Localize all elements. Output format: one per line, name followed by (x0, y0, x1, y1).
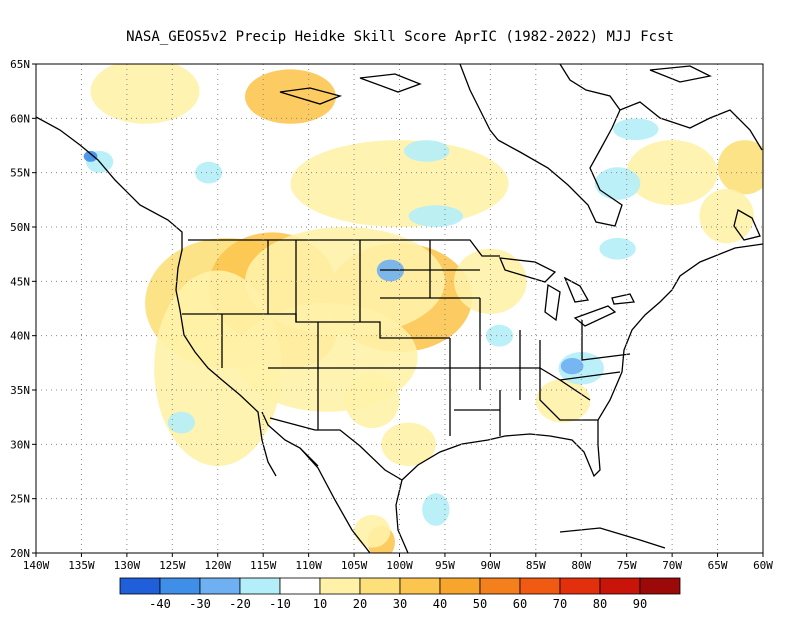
graticule (36, 64, 763, 553)
coastlines-and-borders (36, 64, 763, 553)
lon-tick-label: 60W (753, 559, 773, 572)
colorbar-label: 20 (353, 597, 367, 611)
skill-region-18 (535, 379, 591, 423)
skill-region-29 (422, 493, 450, 526)
lon-tick-label: 85W (526, 559, 546, 572)
colorbar-label: 90 (633, 597, 647, 611)
skill-region-24 (408, 205, 464, 227)
skill-region-23 (594, 167, 641, 200)
lon-tick-label: 135W (68, 559, 95, 572)
lat-tick-label: 60N (10, 112, 30, 125)
lat-tick-label: 35N (10, 384, 30, 397)
lon-tick-label: 125W (159, 559, 186, 572)
skill-region-10 (626, 140, 718, 206)
skill-region-9 (290, 140, 509, 228)
colorbar-swatch (199, 577, 241, 595)
colorbar-swatch (279, 577, 321, 595)
skill-region-31 (485, 324, 514, 347)
skill-region-25 (404, 140, 450, 162)
lat-tick-label: 40N (10, 330, 30, 343)
colorbar-swatch (319, 577, 361, 595)
lon-tick-label: 140W (23, 559, 50, 572)
colorbar-label: -40 (149, 597, 171, 611)
colorbar-swatch (639, 577, 681, 595)
colorbar-swatch (399, 577, 441, 595)
skill-region-26 (613, 118, 659, 141)
colorbar-label: -20 (229, 597, 251, 611)
lon-tick-label: 90W (480, 559, 500, 572)
lon-tick-label: 115W (250, 559, 277, 572)
lon-tick-label: 100W (386, 559, 413, 572)
lon-tick-label: 105W (341, 559, 368, 572)
colorbar-label: -30 (189, 597, 211, 611)
lat-tick-label: 30N (10, 438, 30, 451)
lat-tick-label: 20N (10, 547, 30, 560)
colorbar-label: 40 (433, 597, 447, 611)
colorbar-label: 10 (313, 597, 327, 611)
colorbar-label: -10 (269, 597, 291, 611)
lat-tick-label: 45N (10, 275, 30, 288)
lat-tick-label: 25N (10, 493, 30, 506)
colorbar-label: 60 (513, 597, 527, 611)
lon-tick-label: 130W (114, 559, 141, 572)
colorbar-swatch (519, 577, 561, 595)
skill-region-32 (195, 161, 223, 184)
skill-region-7 (245, 69, 336, 124)
colorbar-label: 80 (593, 597, 607, 611)
lon-tick-label: 120W (205, 559, 232, 572)
skill-region-22 (83, 150, 98, 162)
skill-region-17 (354, 514, 391, 548)
skill-region-14 (344, 373, 400, 429)
skill-region-15 (381, 422, 436, 467)
skill-region-20 (560, 357, 584, 375)
colorbar-swatch (599, 577, 641, 595)
skill-region-30 (167, 411, 196, 434)
colorbar-swatch (559, 577, 601, 595)
colorbar-swatch (239, 577, 281, 595)
colorbar: -40 -30 -20 -10 10 20 30 40 50 60 70 80 90 (119, 577, 681, 611)
colorbar-label: 30 (393, 597, 407, 611)
colorbar-swatch (159, 577, 201, 595)
colorbar-label: 50 (473, 597, 487, 611)
skill-region-12 (699, 188, 754, 244)
colorbar-swatch (439, 577, 481, 595)
lat-tick-label: 55N (10, 167, 30, 180)
lon-tick-label: 65W (708, 559, 728, 572)
lon-tick-label: 75W (617, 559, 637, 572)
lon-tick-label: 95W (435, 559, 455, 572)
lat-tick-label: 65N (10, 58, 30, 71)
figure-title: NASA_GEOS5v2 Precip Heidke Skill Score A… (126, 29, 674, 45)
colorbar-label: 70 (553, 597, 567, 611)
longitude-labels: 140W 135W 130W 125W 120W 115W 110W 105W 100W 95W 9… (23, 553, 773, 572)
colorbar-swatch (479, 577, 521, 595)
skill-region-27 (599, 237, 636, 260)
colorbar-swatch (359, 577, 401, 595)
colorbar-swatch (119, 577, 161, 595)
lon-tick-label: 70W (662, 559, 682, 572)
lon-tick-label: 110W (295, 559, 322, 572)
lon-tick-label: 80W (571, 559, 591, 572)
latitude-labels: 65N 60N 55N 50N 45N 40N 35N 30N 25N 20N (10, 58, 36, 560)
skill-region-11 (717, 140, 763, 195)
skill-region-8 (90, 64, 200, 124)
lat-tick-label: 50N (10, 221, 30, 234)
